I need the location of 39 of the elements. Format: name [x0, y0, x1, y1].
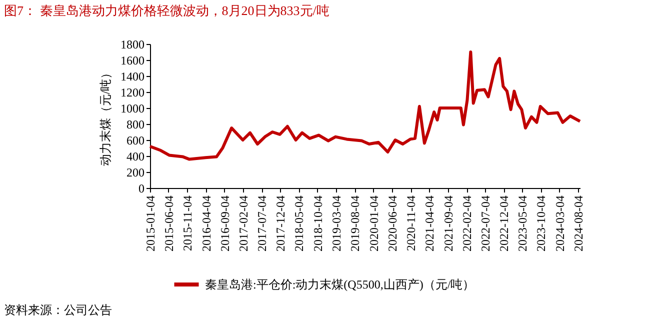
x-tick-label: 2019-08-04	[348, 196, 362, 252]
x-tick-label: 2017-07-04	[255, 196, 270, 252]
chart-title: 图7： 秦皇岛港动力煤价格轻微波动，8月20日为833元/吨	[4, 2, 330, 20]
y-tick-label: 1800	[120, 38, 144, 52]
x-tick-label: 2018-05-04	[292, 196, 306, 252]
x-tick-label: 2019-03-04	[329, 196, 344, 252]
x-tick-label: 2022-12-04	[497, 196, 512, 252]
text: 资料来源：公司公告	[4, 302, 112, 319]
x-tick-label: 2015-06-04	[162, 196, 176, 252]
y-tick-label: 600	[126, 134, 144, 148]
x-tick-label: 2024-08-04	[572, 196, 586, 252]
x-tick-label: 2021-04-04	[422, 196, 437, 252]
x-tick-label: 2017-12-04	[274, 196, 288, 252]
x-tick-label: 2023-05-04	[516, 196, 530, 252]
x-tick-label: 2018-10-04	[310, 196, 325, 252]
y-tick-label: 1200	[120, 86, 144, 100]
x-tick-label: 2017-02-04	[236, 196, 251, 252]
y-tick-label: 1400	[120, 70, 144, 84]
x-tick-label: 2024-03-04	[552, 196, 567, 252]
x-tick-label: 2020-01-04	[366, 196, 381, 252]
x-tick-label: 2023-10-04	[534, 196, 548, 252]
x-tick-label: 2016-09-04	[218, 196, 232, 252]
x-tick-label: 2016-04-04	[199, 196, 214, 252]
x-tick-label: 2022-07-04	[478, 196, 492, 252]
y-tick-label: 0	[138, 182, 144, 196]
y-tick-label: 400	[126, 150, 144, 164]
x-tick-label: 2015-11-04	[180, 196, 195, 252]
x-tick-label: 2020-06-04	[385, 196, 400, 252]
y-axis-title: 动力末煤（元/吨）	[98, 66, 112, 166]
legend-label: 秦皇岛港:平仓价:动力末煤(Q5500,山西产)（元/吨）	[205, 278, 475, 292]
x-tick-label: 2021-09-04	[441, 196, 456, 252]
x-tick-label: 2022-02-04	[460, 196, 474, 252]
y-tick-label: 800	[126, 118, 144, 132]
y-tick-label: 1600	[120, 54, 144, 68]
y-tick-label: 200	[126, 166, 144, 180]
line-series	[148, 50, 582, 161]
x-tick-label: 2015-01-04	[144, 196, 158, 252]
y-tick-label: 1000	[120, 102, 144, 116]
x-tick-label: 2020-11-04	[404, 196, 418, 252]
